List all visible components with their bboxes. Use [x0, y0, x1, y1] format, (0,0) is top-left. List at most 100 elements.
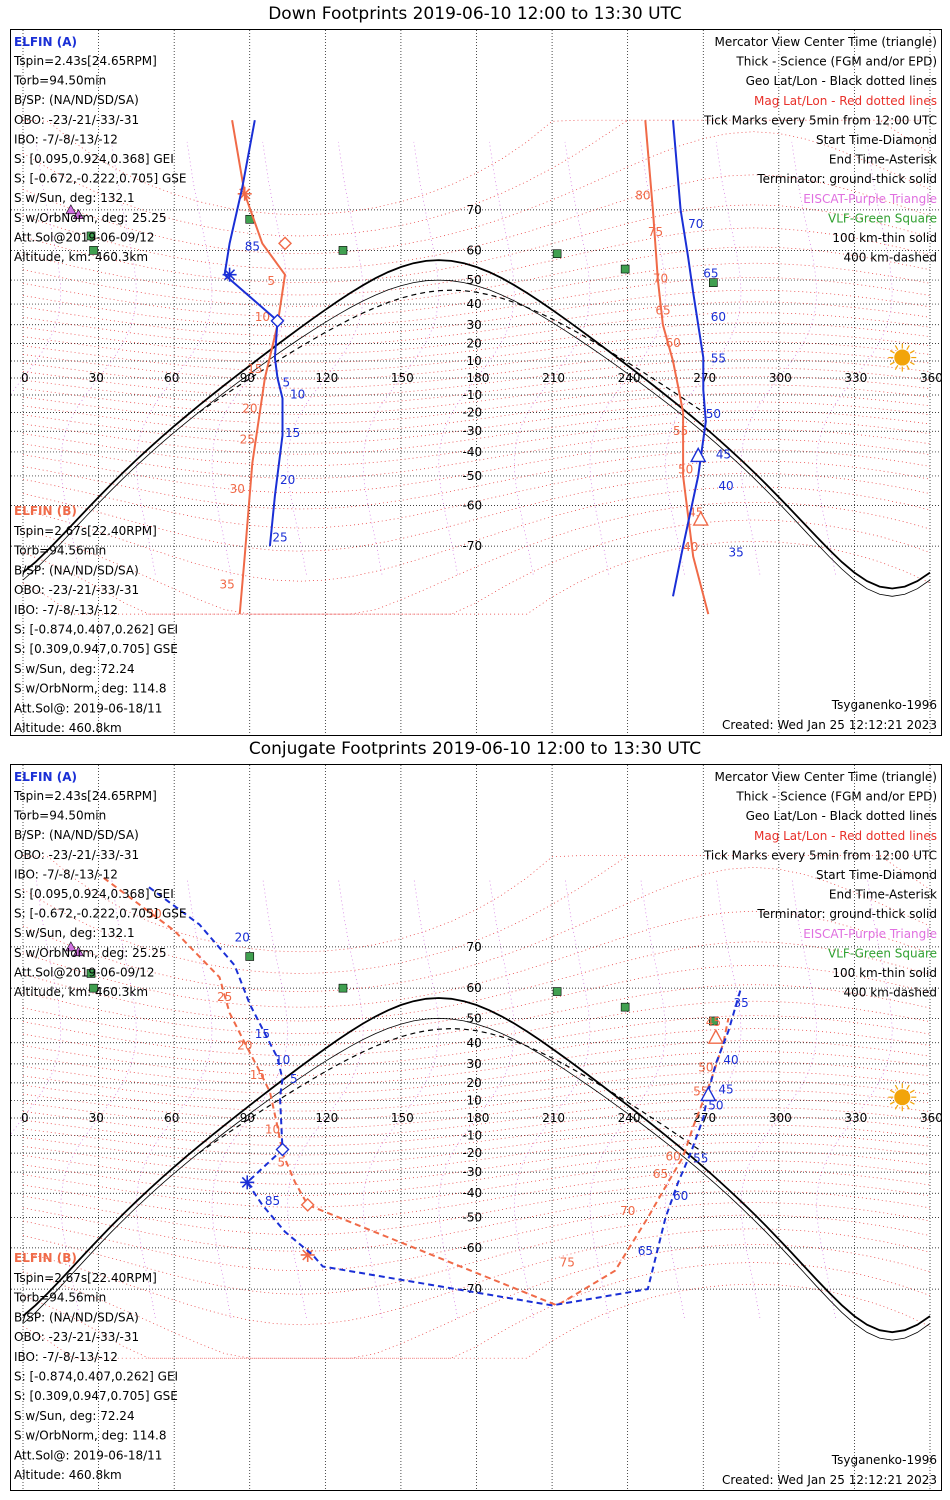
lat-tick-label: 70: [467, 203, 482, 217]
sun-icon: [894, 1089, 911, 1106]
mag-latitude-line: [22, 1214, 931, 1295]
legend-entry: Terminator: ground-thick solid: [756, 172, 937, 186]
elfin-a-end-asterisk: [241, 1176, 253, 1188]
elfin-b-tick-label: 50: [678, 462, 693, 476]
mag-longitude-line: [665, 141, 742, 575]
elfin-a-tick-label: 70: [688, 217, 703, 231]
mag-latitude-line: [22, 519, 931, 615]
elfin-a-title: ELFIN (A): [14, 770, 77, 784]
elfin-b-tick-label: 35: [220, 577, 235, 591]
mag-latitude-line: [22, 1150, 931, 1196]
mag-latitude-line: [22, 367, 931, 406]
elfin-b-tick-label: 30: [230, 482, 245, 496]
mag-longitude-line: [11, 877, 62, 1135]
elfin-a-info-line: Tspin=2.43s[24.65RPM]: [13, 789, 157, 803]
mag-latitude-line: [22, 1283, 931, 1359]
terminator-line: [22, 1017, 931, 1341]
lat-tick-label: -30: [463, 424, 483, 438]
elfin-b-info-line: OBO: -23/-21/-33/-31: [14, 1330, 139, 1344]
mag-latitude-line: [22, 410, 931, 455]
elfin-b-info-line: Att.Sol@: 2019-06-18/11: [14, 701, 162, 715]
eiscat-site-marker: [65, 941, 77, 952]
vlf-site-marker: [552, 987, 562, 996]
lat-tick-label: -30: [463, 1165, 483, 1179]
elfin-a-tick-label: 55: [711, 352, 726, 366]
mag-latitude-line: [22, 174, 931, 270]
sun-ray: [889, 1089, 895, 1094]
mag-longitude-line: [60, 877, 137, 1318]
mag-longitude-line: [740, 141, 817, 575]
mag-latitude-line: [22, 1061, 931, 1103]
vlf-site-marker: [86, 969, 96, 978]
elfin-b-tick-label: 40: [683, 540, 698, 554]
terminator-line: [22, 997, 931, 1334]
legend-entry: End Time-Asterisk: [829, 888, 937, 902]
lon-tick-label: 120: [315, 1111, 338, 1125]
mag-latitude-line: [22, 322, 931, 364]
lat-tick-label: -10: [463, 388, 483, 402]
mag-latitude-line: [22, 540, 931, 615]
elfin-b-tick-label: 10: [255, 310, 270, 324]
lat-tick-label: 40: [467, 297, 482, 311]
lat-tick-label: -40: [463, 445, 483, 459]
elfin-b-info-line: S w/OrbNorm, deg: 114.8: [14, 682, 166, 696]
eiscat-site-marker: [72, 209, 84, 219]
legend-entry: End Time-Asterisk: [829, 153, 937, 167]
lat-tick-label: -50: [463, 1211, 483, 1225]
elfin-a-info-line: Torb=94.50min: [13, 74, 106, 88]
elfin-b-info-line: Altitude: 460.8km: [14, 1468, 122, 1482]
elfin-b-track-line: [231, 120, 287, 615]
elfin-b-tick-label: 45: [706, 1015, 721, 1029]
lat-tick-label: 60: [467, 981, 482, 995]
elfin-b-end-asterisk: [302, 1249, 314, 1261]
lat-tick-label: -50: [463, 469, 483, 483]
elfin-a-track-line: [672, 120, 707, 597]
mag-latitude-line: [22, 375, 931, 415]
sun-ray: [909, 361, 915, 366]
legend-entry: Thick - Science (FGM and/or EPD): [735, 790, 937, 804]
elfin-b-info-line: B/SP: (NA/ND/SD/SA): [14, 1310, 139, 1324]
elfin-a-start-diamond: [270, 313, 285, 328]
sun-ray: [906, 345, 910, 351]
lon-tick-label: 270: [693, 1111, 716, 1125]
elfin-a-tick-label: 10: [275, 1053, 290, 1067]
lon-tick-label: 300: [769, 1111, 792, 1125]
elfin-b-info-line: Tspin=2.67s[22.40RPM]: [13, 524, 157, 538]
elfin-b-info-line: S w/Sun, deg: 72.24: [14, 1409, 135, 1423]
lat-tick-label: -20: [463, 1146, 483, 1160]
elfin-a-tick-label: 5: [290, 1072, 298, 1086]
mag-latitude-line: [22, 1040, 931, 1086]
elfin-a-info-line: IBO: -7/-8/-13/-12: [14, 132, 118, 146]
elfin-a-info-line: S: [0.095,0.924,0.368] GEI: [14, 152, 174, 166]
elfin-b-track-line: [644, 120, 710, 615]
sun-ray: [909, 350, 915, 354]
elfin-a-info-line: Torb=94.50min: [13, 809, 106, 823]
terminator-400km-line: [199, 289, 704, 413]
elfin-b-title: ELFIN (B): [14, 504, 77, 518]
mag-latitude-line: [22, 449, 931, 510]
elfin-b-tick-label: 50: [698, 1061, 713, 1075]
mag-latitude-line: [22, 332, 931, 372]
legend-entry: Mag Lat/Lon - Red dotted lines: [754, 94, 937, 108]
elfin-a-tick-label: 40: [723, 1053, 738, 1067]
lon-tick-label: 0: [21, 1111, 29, 1125]
lat-tick-label: 70: [467, 940, 482, 954]
mag-longitude-line: [589, 141, 666, 575]
elfin-a-info-line: Altitude, km: 460.3km: [14, 985, 148, 999]
elfin-a-info-line: S w/Sun, deg: 132.1: [14, 191, 135, 205]
legend-entry: Tick Marks every 5min from 12:00 UTC: [703, 113, 937, 127]
mag-longitude-line: [816, 877, 893, 1318]
terminator-400km-line: [199, 1027, 704, 1154]
mag-latitude-line: [22, 384, 931, 424]
elfin-b-tick-label: 60: [665, 336, 680, 350]
lat-tick-label: 60: [467, 243, 482, 257]
elfin-a-tick-label: 60: [711, 310, 726, 324]
vlf-site-marker: [620, 1002, 630, 1012]
mag-longitude-line: [438, 141, 515, 575]
mag-longitude-line: [136, 877, 213, 1318]
elfin-b-tick-label: 5: [267, 274, 275, 288]
lon-tick-label: 60: [164, 371, 179, 385]
elfin-b-tick-label: 10: [265, 1123, 280, 1137]
down-footprints-panel: 0 30 60 90 120 150 180 210 240 270 300 330 360 70 60 50…: [10, 29, 942, 736]
mag-latitude-line: [22, 1160, 931, 1208]
